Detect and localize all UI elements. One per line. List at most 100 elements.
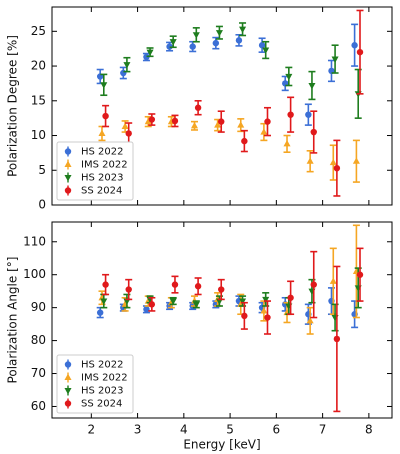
- marker: [239, 298, 247, 305]
- marker: [287, 294, 294, 301]
- marker: [143, 53, 150, 61]
- marker: [214, 121, 222, 128]
- marker: [64, 373, 72, 381]
- marker: [171, 117, 179, 125]
- marker: [260, 128, 268, 135]
- y-tick-label: 0: [38, 198, 46, 212]
- y-tick-label: 110: [23, 234, 46, 248]
- series: [102, 9, 364, 197]
- marker: [125, 130, 132, 137]
- x-tick-label: 6: [273, 423, 281, 437]
- legend: HS 2022 IMS 2022 HS 2023 SS 2024: [56, 141, 134, 201]
- series: [102, 247, 364, 413]
- marker: [351, 42, 358, 49]
- series: [96, 23, 359, 126]
- legend-box: [56, 141, 134, 201]
- x-tick-label: 3: [134, 423, 142, 437]
- y-tick-label: 10: [31, 128, 46, 142]
- marker: [264, 118, 271, 125]
- marker: [241, 312, 248, 320]
- y-tick-label: 60: [31, 399, 46, 413]
- marker: [64, 400, 72, 407]
- legend-label: IMS 2022: [81, 160, 128, 171]
- marker: [310, 281, 317, 288]
- marker: [100, 82, 108, 89]
- x-axis-title: Energy [keV]: [183, 438, 260, 452]
- x-tick-label: 2: [87, 423, 95, 437]
- legend-label: SS 2024: [81, 186, 122, 197]
- marker: [192, 301, 200, 309]
- marker: [258, 42, 266, 49]
- marker: [218, 118, 225, 125]
- legend-box: [56, 354, 134, 414]
- marker: [64, 187, 72, 194]
- marker: [96, 309, 104, 316]
- series: [100, 22, 362, 119]
- marker: [241, 137, 248, 145]
- y-tick-label: 15: [31, 93, 46, 107]
- marker: [264, 314, 271, 321]
- marker: [148, 301, 156, 308]
- plot-frame: [51, 221, 393, 419]
- marker: [192, 32, 200, 39]
- legend-label: HS 2023: [81, 173, 124, 184]
- marker: [64, 387, 72, 395]
- marker: [215, 30, 223, 37]
- marker: [171, 281, 179, 288]
- series: [98, 115, 360, 183]
- y-axis-title: Polarization Degree [%]: [6, 35, 20, 177]
- marker: [98, 129, 106, 137]
- marker: [287, 111, 294, 118]
- marker: [262, 47, 270, 54]
- marker: [237, 121, 245, 128]
- marker: [285, 73, 293, 81]
- marker: [306, 316, 314, 324]
- marker: [329, 158, 337, 166]
- y-tick-label: 90: [31, 300, 46, 314]
- marker: [308, 82, 316, 90]
- legend-label: SS 2024: [81, 399, 122, 410]
- series: [100, 267, 362, 332]
- marker: [169, 298, 177, 305]
- marker: [102, 281, 109, 288]
- legend-label: HS 2022: [81, 147, 124, 158]
- marker: [146, 49, 154, 56]
- y-tick-label: 100: [23, 267, 46, 281]
- marker: [239, 26, 247, 34]
- marker: [120, 69, 127, 77]
- panel: 60 70 80 90 100 110 2 3 4 5 6 7 8 Polarization Angle …: [6, 221, 393, 452]
- marker: [64, 148, 72, 155]
- marker: [125, 286, 132, 293]
- x-tick-label: 5: [226, 423, 234, 437]
- marker: [329, 277, 337, 284]
- plot-frame: [51, 6, 393, 206]
- marker: [356, 271, 364, 278]
- marker: [218, 286, 225, 293]
- marker: [121, 122, 129, 130]
- marker: [190, 121, 199, 129]
- marker: [194, 283, 202, 290]
- marker: [189, 43, 196, 50]
- marker: [306, 157, 314, 164]
- marker: [102, 112, 109, 120]
- marker: [64, 174, 72, 182]
- marker: [144, 117, 152, 125]
- marker: [305, 111, 312, 118]
- y-tick-label: 5: [38, 163, 46, 177]
- marker: [356, 48, 364, 56]
- x-tick-label: 8: [365, 423, 373, 437]
- marker: [352, 157, 360, 164]
- x-tick-label: 4: [180, 423, 188, 437]
- y-axis-title: Polarization Angle [°]: [6, 257, 20, 384]
- y-tick-label: 20: [31, 59, 46, 73]
- marker: [169, 39, 177, 46]
- legend-label: HS 2023: [81, 386, 124, 397]
- legend: HS 2022 IMS 2022 HS 2023 SS 2024: [56, 354, 134, 414]
- marker: [212, 39, 220, 47]
- x-tick-label: 7: [319, 423, 327, 437]
- y-tick-label: 25: [31, 24, 46, 38]
- y-tick-label: 70: [31, 366, 46, 380]
- marker: [331, 56, 339, 63]
- series: [98, 224, 360, 335]
